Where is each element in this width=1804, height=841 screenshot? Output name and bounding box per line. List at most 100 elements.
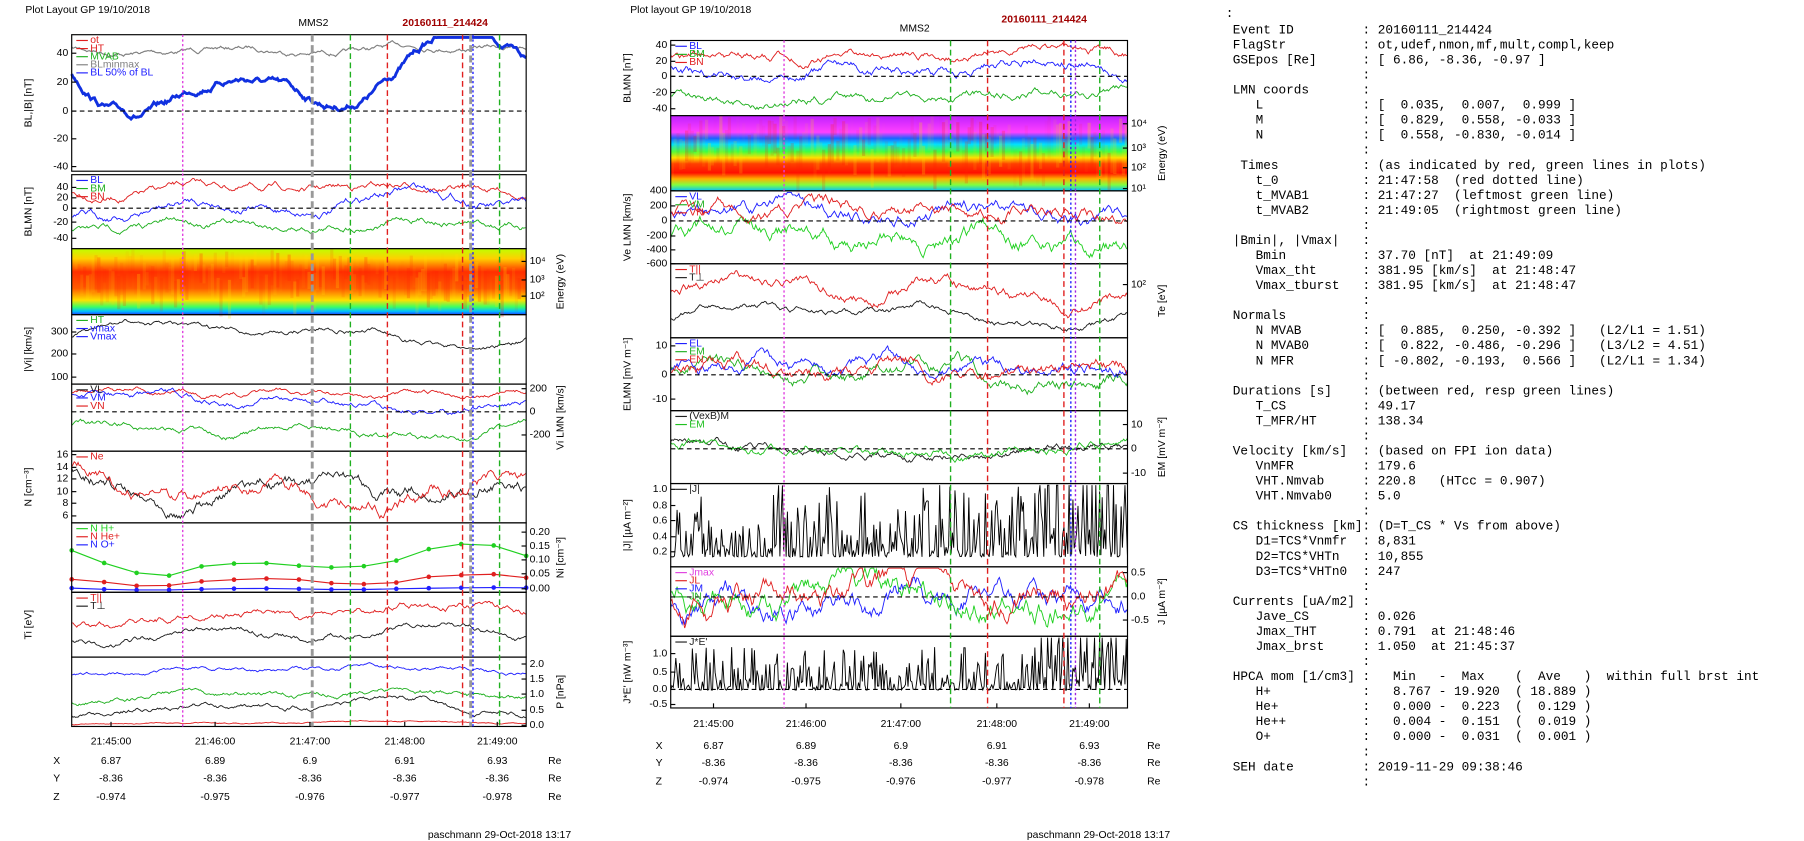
spectrogram-stripe	[358, 267, 362, 297]
spectrogram-stripe	[730, 143, 734, 170]
spectrogram-stripe	[225, 251, 229, 268]
summary-line: :	[1233, 579, 1370, 594]
y-tick-label: 0	[661, 370, 667, 381]
trace	[670, 84, 1128, 111]
spectrogram-stripe	[373, 282, 376, 313]
spectrogram-stripe	[304, 254, 308, 270]
spectrogram-stripe	[449, 280, 452, 301]
spectrogram-stripe	[1053, 119, 1057, 154]
y-tick-label: 0	[661, 216, 667, 227]
y-tick-label: 1.0	[653, 484, 668, 495]
spectrogram-stripe	[1045, 121, 1048, 150]
probe-title: MMS2	[900, 24, 930, 35]
spectrogram-stripe	[956, 122, 960, 152]
y-tick-label: 20	[656, 56, 668, 67]
trace	[71, 573, 527, 587]
trace	[670, 576, 1128, 626]
trace	[670, 42, 1128, 70]
spectrogram-stripe	[267, 276, 271, 306]
summary-line: T_MFR/HT : 138.34	[1233, 413, 1424, 428]
spectrogram-stripe	[77, 263, 81, 284]
spectrogram-stripe	[981, 134, 986, 180]
spectrogram-stripe	[913, 132, 917, 157]
spectrogram-stripe	[509, 274, 512, 296]
summary-line: :	[1233, 143, 1370, 158]
spectrogram-stripe	[724, 130, 729, 174]
y-tick-label: 0	[530, 407, 536, 418]
position-value: 6.87	[101, 756, 121, 767]
trace	[670, 215, 1128, 259]
y-axis-label: J*E' [nW m⁻³]	[623, 641, 634, 704]
spectrogram-stripe	[406, 268, 411, 299]
spectrogram-stripe	[999, 135, 1003, 167]
y-tick-label: 1.5	[530, 674, 545, 685]
y-tick-label: -400	[646, 245, 667, 256]
legend-label: T||	[689, 264, 701, 275]
spectrogram-stripe	[770, 120, 774, 156]
summary-line: VnMFR : 179.6	[1233, 459, 1416, 474]
spectrogram-stripe	[364, 257, 368, 283]
y-tick-label: 0.20	[530, 527, 550, 538]
position-value: -8.36	[1077, 758, 1101, 769]
summary-line: :	[1233, 368, 1370, 383]
spectrogram-stripe	[350, 254, 354, 294]
spectrogram-stripe	[370, 259, 373, 286]
position-label: Y	[656, 758, 663, 769]
spectrogram-stripe	[844, 123, 849, 166]
spectrogram-stripe	[1004, 131, 1008, 164]
spectrogram-stripe	[679, 139, 683, 170]
spectrogram-stripe	[145, 272, 149, 286]
spectrogram-stripe	[114, 256, 118, 297]
position-value: 6.87	[703, 741, 723, 752]
spectrogram-stripe	[119, 262, 124, 295]
spectrogram-stripe	[959, 137, 963, 154]
y-tick-label: 10²	[530, 291, 546, 302]
spectrogram-stripe	[213, 252, 217, 279]
spectrogram-stripe	[1107, 152, 1111, 192]
legend-label: N O+	[90, 540, 115, 551]
position-value: 6.93	[1079, 741, 1099, 752]
spectrogram-stripe	[925, 128, 928, 144]
legend-label: T⊥	[90, 601, 105, 612]
position-value: -8.36	[889, 758, 913, 769]
y-axis-label: EM [mV m⁻²]	[1157, 417, 1168, 477]
y-tick-label: 0.00	[530, 584, 550, 595]
spectrogram-stripe	[1087, 122, 1091, 149]
spectrogram-stripe	[239, 256, 243, 280]
y-tick-label: 0.5	[653, 667, 668, 678]
summary-line: t_MVAB2 : 21:49:05 (rightmost green line…	[1233, 203, 1622, 218]
legend-label: EN	[689, 355, 703, 366]
y-tick-label: 14	[57, 462, 69, 473]
spectrogram-stripe	[790, 143, 794, 163]
x-tick-label: 21:47:00	[881, 719, 922, 730]
spectrogram-stripe	[733, 140, 737, 166]
y-axis-label: Vi LMN [km/s]	[556, 385, 567, 450]
spectrogram-stripe	[1030, 144, 1034, 180]
spectrogram-stripe	[477, 265, 482, 302]
y-tick-label: 0	[62, 106, 68, 117]
y-tick-label: -200	[646, 231, 667, 242]
y-tick-label: 0.0	[1131, 592, 1146, 603]
y-tick-label: 200	[650, 201, 668, 212]
spectrogram-stripe	[293, 281, 297, 315]
y-tick-label: -20	[652, 87, 667, 98]
y-tick-label: -40	[652, 103, 667, 114]
spectrogram-stripe	[191, 262, 194, 298]
y-tick-label: 10⁴	[1131, 119, 1147, 130]
spectrogram-stripe	[910, 116, 914, 139]
position-unit: Re	[1147, 777, 1161, 788]
spectrogram-stripe	[455, 253, 459, 282]
y-tick-label: 200	[530, 383, 548, 394]
spectrogram-stripe	[193, 253, 198, 272]
summary-line: D2=TCS*VHTn : 10,855	[1233, 549, 1424, 564]
spectrogram-stripe	[1093, 132, 1097, 157]
y-tick-label: 10⁴	[530, 256, 546, 267]
y-axis-label: Te [eV]	[1157, 284, 1168, 316]
spectrogram-stripe	[273, 270, 277, 296]
legend-label: BM	[90, 183, 106, 194]
y-tick-label: 10³	[1131, 143, 1147, 154]
spectrogram-stripe	[159, 278, 163, 312]
legend-label: MVAB	[90, 51, 119, 62]
spectrogram-stripe	[873, 125, 877, 153]
spectrogram-stripe	[386, 260, 391, 275]
